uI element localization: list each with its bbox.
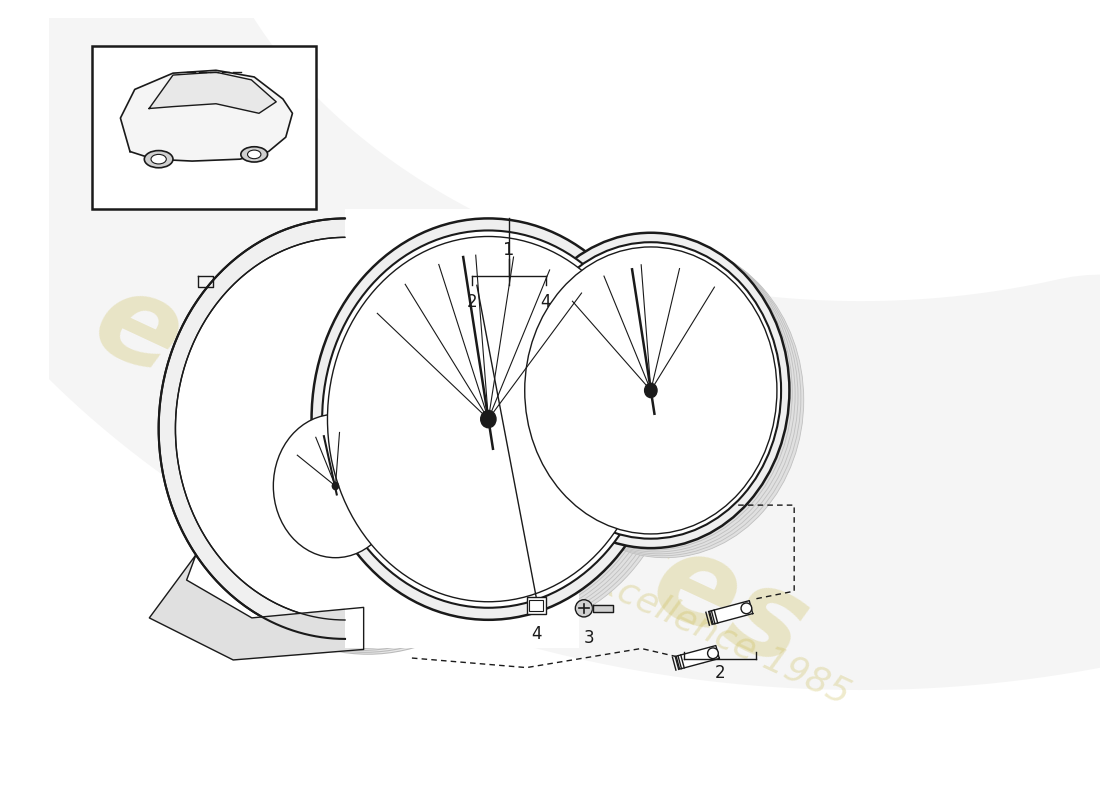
- Ellipse shape: [741, 603, 751, 614]
- Ellipse shape: [521, 238, 798, 554]
- Ellipse shape: [178, 232, 551, 652]
- Ellipse shape: [248, 150, 261, 158]
- Ellipse shape: [322, 230, 654, 608]
- Bar: [91, 46, 317, 209]
- Ellipse shape: [158, 218, 531, 639]
- Ellipse shape: [317, 222, 671, 624]
- Ellipse shape: [645, 383, 657, 398]
- Ellipse shape: [175, 238, 515, 620]
- Ellipse shape: [176, 230, 549, 650]
- Ellipse shape: [241, 146, 267, 162]
- Ellipse shape: [707, 648, 718, 658]
- Ellipse shape: [527, 242, 804, 558]
- Polygon shape: [150, 555, 364, 660]
- Ellipse shape: [326, 228, 680, 630]
- Ellipse shape: [273, 414, 397, 558]
- Polygon shape: [345, 209, 580, 649]
- Polygon shape: [593, 605, 613, 612]
- Ellipse shape: [320, 224, 674, 626]
- Text: 3: 3: [583, 630, 594, 647]
- Ellipse shape: [328, 237, 649, 602]
- Ellipse shape: [167, 224, 540, 645]
- Text: eurospares: eurospares: [75, 260, 825, 693]
- Polygon shape: [710, 601, 752, 624]
- Ellipse shape: [182, 234, 554, 654]
- Ellipse shape: [323, 226, 676, 627]
- Polygon shape: [150, 72, 276, 114]
- Ellipse shape: [525, 247, 777, 534]
- Text: 4: 4: [540, 293, 551, 311]
- Bar: [529, 600, 542, 611]
- Ellipse shape: [315, 220, 668, 622]
- Ellipse shape: [575, 600, 593, 617]
- Ellipse shape: [331, 482, 339, 490]
- Ellipse shape: [515, 234, 792, 550]
- Text: 2: 2: [466, 293, 477, 311]
- Polygon shape: [120, 70, 293, 161]
- Ellipse shape: [164, 222, 537, 642]
- Ellipse shape: [170, 226, 542, 646]
- Text: 2: 2: [715, 664, 725, 682]
- Ellipse shape: [144, 150, 173, 168]
- Bar: [527, 597, 546, 614]
- Ellipse shape: [518, 237, 795, 552]
- Ellipse shape: [173, 228, 546, 649]
- Polygon shape: [676, 646, 719, 669]
- Ellipse shape: [520, 242, 781, 538]
- Ellipse shape: [329, 230, 682, 631]
- Text: 4: 4: [531, 625, 541, 642]
- Ellipse shape: [151, 154, 166, 164]
- Ellipse shape: [162, 220, 535, 641]
- Ellipse shape: [311, 218, 666, 620]
- Ellipse shape: [481, 410, 496, 428]
- Ellipse shape: [513, 233, 790, 548]
- Text: a passion for excellence 1985: a passion for excellence 1985: [351, 452, 855, 711]
- Text: 1: 1: [503, 241, 515, 258]
- Ellipse shape: [524, 241, 801, 556]
